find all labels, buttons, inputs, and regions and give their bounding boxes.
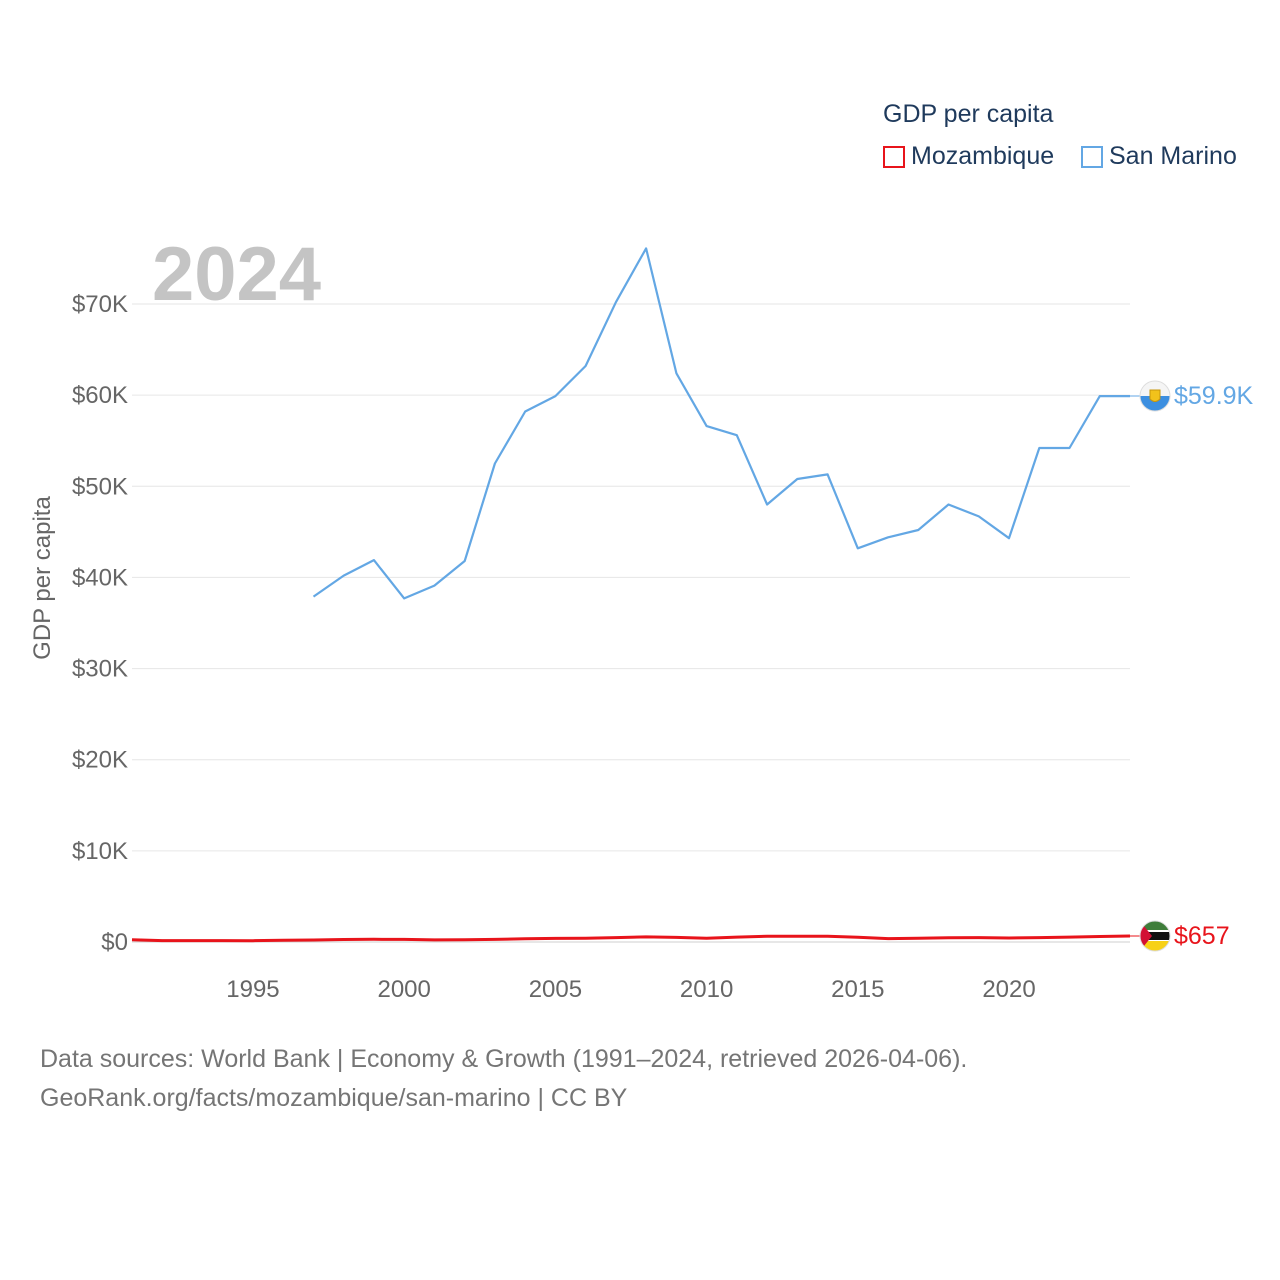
source-line-1: Data sources: World Bank | Economy & Gro… bbox=[40, 1045, 968, 1073]
x-tick-label: 2020 bbox=[982, 976, 1035, 1003]
y-tick-label: $10K bbox=[72, 838, 128, 865]
legend-swatch-mozambique bbox=[883, 145, 905, 168]
x-tick-label: 2010 bbox=[680, 976, 733, 1003]
mozambique-flag-icon bbox=[1139, 920, 1171, 952]
legend-swatch-san-marino bbox=[1081, 145, 1103, 168]
y-axis-title: GDP per capita bbox=[29, 496, 56, 660]
source-line-2[interactable]: GeoRank.org/facts/mozambique/san-marino … bbox=[40, 1084, 628, 1112]
grid-lines bbox=[132, 303, 1130, 943]
x-tick-label: 2000 bbox=[377, 976, 430, 1003]
legend-label-mozambique: Mozambique bbox=[911, 142, 1055, 170]
y-tick-label: $50K bbox=[72, 473, 128, 500]
legend-label-san-marino: San Marino bbox=[1109, 142, 1237, 170]
y-tick-label: $40K bbox=[72, 564, 128, 591]
series-line-san-marino bbox=[312, 247, 1130, 600]
legend-item-mozambique[interactable]: Mozambique bbox=[883, 142, 1054, 171]
series-line-mozambique bbox=[131, 934, 1131, 943]
x-tick-label: 2005 bbox=[529, 976, 582, 1003]
y-tick-label: $70K bbox=[72, 291, 128, 318]
legend-item-san-marino[interactable]: San Marino bbox=[1081, 142, 1237, 171]
x-tick-labels: 1995 2000 2005 2010 2015 2020 bbox=[226, 976, 1035, 1003]
y-tick-labels: $0 $10K $20K $30K $40K $50K $60K $70K bbox=[72, 291, 128, 956]
x-tick-label: 2015 bbox=[831, 976, 884, 1003]
legend-title: GDP per capita bbox=[883, 100, 1054, 128]
end-label-mozambique: $657 bbox=[1174, 922, 1230, 950]
end-label-san-marino: $59.9K bbox=[1174, 382, 1254, 410]
series-lines bbox=[131, 247, 1131, 943]
y-tick-label: $60K bbox=[72, 382, 128, 409]
end-markers: $657 $59.9K bbox=[1129, 380, 1254, 952]
y-tick-label: $20K bbox=[72, 747, 128, 774]
san-marino-flag-icon bbox=[1139, 380, 1171, 412]
y-tick-label: $0 bbox=[101, 929, 128, 956]
x-tick-label: 1995 bbox=[226, 976, 279, 1003]
year-watermark: 2024 bbox=[152, 232, 321, 317]
y-tick-label: $30K bbox=[72, 656, 128, 683]
